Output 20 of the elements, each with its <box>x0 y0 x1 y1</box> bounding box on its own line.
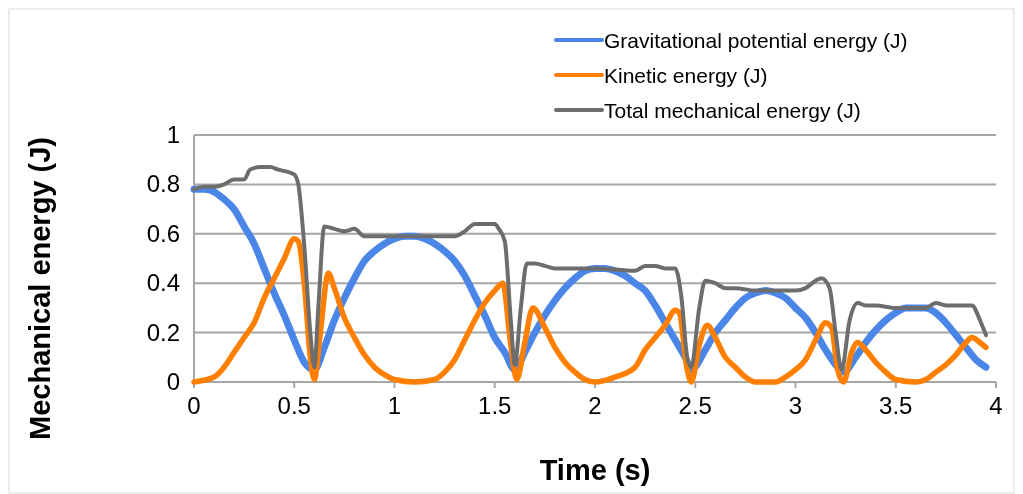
x-tick-label: 2.5 <box>678 392 712 419</box>
legend-label: Kinetic energy (J) <box>604 64 768 87</box>
y-axis-title: Mechanical energy (J) <box>24 137 56 440</box>
y-tick-label: 0.2 <box>146 318 180 346</box>
y-tick-label: 0.8 <box>146 170 180 198</box>
x-tick-label: 1.5 <box>478 392 512 419</box>
legend-label: Total mechanical energy (J) <box>604 99 861 122</box>
x-tick-label: 4 <box>989 392 1003 419</box>
x-tick-label: 1 <box>387 392 402 419</box>
x-tick-label: 3.5 <box>879 392 913 419</box>
legend-label: Gravitational potential energy (J) <box>604 29 908 52</box>
x-tick-label: 0 <box>187 392 201 419</box>
y-tick-label: 0.4 <box>146 269 180 297</box>
x-tick-label: 2 <box>588 392 602 419</box>
x-axis-title: Time (s) <box>539 454 651 486</box>
x-tick-label: 3 <box>788 392 803 419</box>
y-tick-label: 0 <box>166 368 180 395</box>
y-tick-label: 0.6 <box>146 219 180 247</box>
y-tick-label: 1 <box>166 121 180 148</box>
x-tick-label: 0.5 <box>277 392 311 419</box>
